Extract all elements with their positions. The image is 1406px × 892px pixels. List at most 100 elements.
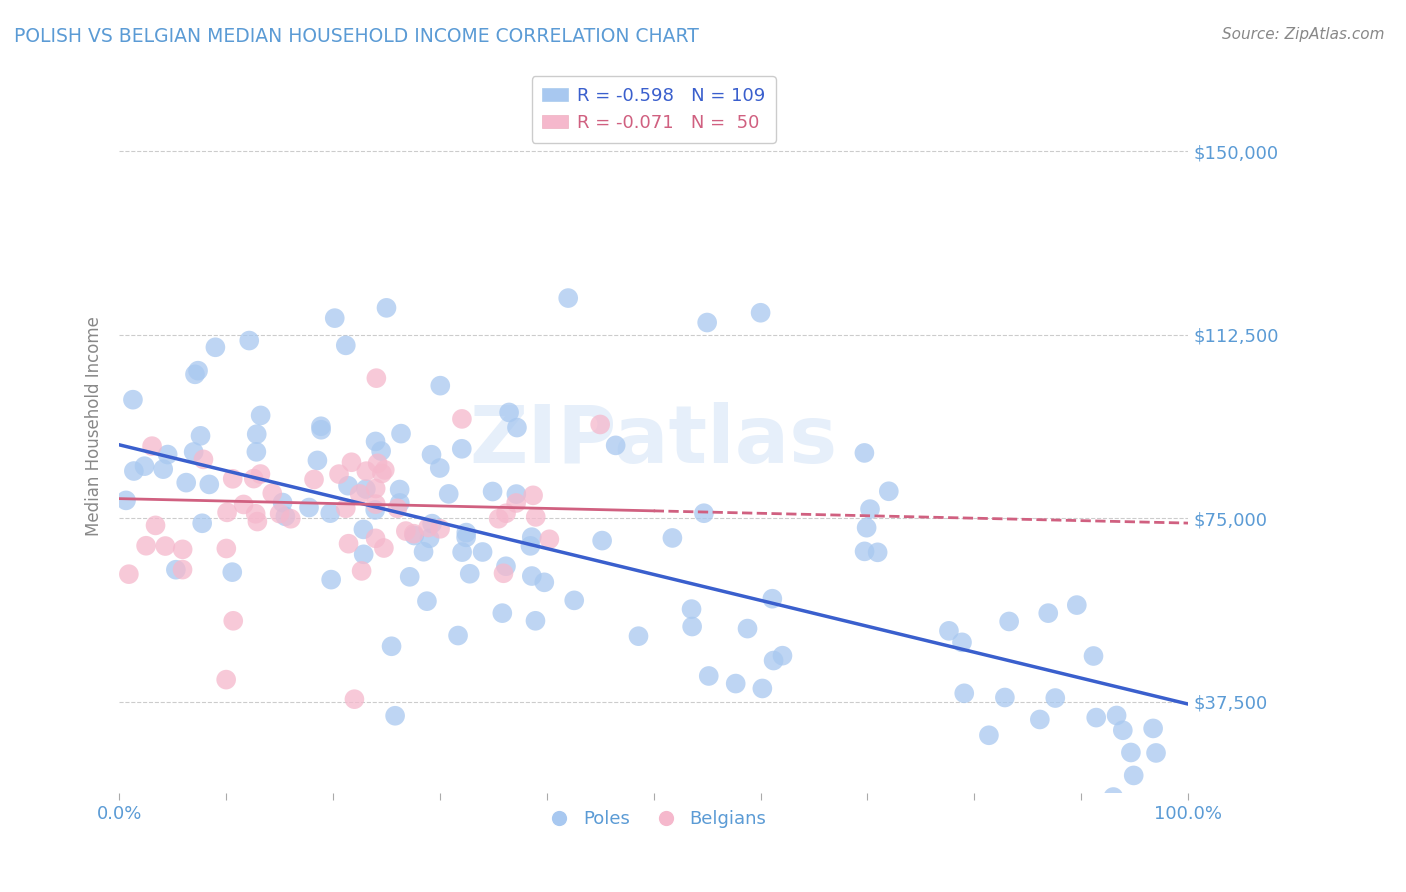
Point [737,622,759,636]
Point [187,364,209,378]
Point [506,420,529,434]
Point [364,532,387,546]
Point [1112,723,1135,738]
Point [343,692,366,706]
Point [1083,648,1105,663]
Point [364,503,387,517]
Point [222,614,245,628]
Point [762,654,785,668]
Point [1029,713,1052,727]
Point [557,291,579,305]
Point [772,648,794,663]
Point [522,488,544,502]
Point [1066,598,1088,612]
Point [388,483,411,497]
Point [215,673,238,687]
Point [335,338,357,352]
Point [627,629,650,643]
Point [221,565,243,579]
Point [1122,768,1144,782]
Point [246,515,269,529]
Point [591,533,613,548]
Point [238,334,260,348]
Point [538,533,561,547]
Point [853,446,876,460]
Point [141,439,163,453]
Point [605,438,627,452]
Point [204,340,226,354]
Point [395,524,418,538]
Point [938,624,960,638]
Point [498,405,520,419]
Point [505,496,527,510]
Point [269,507,291,521]
Point [172,563,194,577]
Point [751,681,773,696]
Point [853,544,876,558]
Point [215,541,238,556]
Point [134,459,156,474]
Point [693,506,716,520]
Point [524,509,547,524]
Point [481,484,503,499]
Point [280,512,302,526]
Point [402,526,425,541]
Point [661,531,683,545]
Point [274,509,297,524]
Point [488,512,510,526]
Point [298,500,321,515]
Point [398,570,420,584]
Point [589,417,612,432]
Point [950,635,973,649]
Point [172,542,194,557]
Point [380,640,402,654]
Point [1144,746,1167,760]
Point [495,559,517,574]
Point [184,368,207,382]
Point [371,467,394,481]
Text: ZIPatlas: ZIPatlas [470,402,838,480]
Point [429,461,451,475]
Point [761,591,783,606]
Point [349,487,371,501]
Point [335,501,357,516]
Point [174,475,197,490]
Point [122,464,145,478]
Point [245,445,267,459]
Point [520,569,543,583]
Point [328,467,350,481]
Point [447,628,470,642]
Point [451,545,474,559]
Point [450,442,472,456]
Point [307,453,329,467]
Point [375,301,398,315]
Point [249,467,271,481]
Point [367,456,389,470]
Point [387,501,409,516]
Point [190,429,212,443]
Point [155,539,177,553]
Point [319,506,342,520]
Point [456,530,478,544]
Point [374,463,396,477]
Point [249,409,271,423]
Point [519,539,541,553]
Point [495,506,517,520]
Point [877,484,900,499]
Point [183,445,205,459]
Point [356,464,378,478]
Point [562,593,585,607]
Point [418,520,440,534]
Point [696,316,718,330]
Point [156,448,179,462]
Point [412,545,434,559]
Point [1085,710,1108,724]
Point [243,472,266,486]
Point [337,479,360,493]
Point [215,505,238,519]
Point [998,615,1021,629]
Point [245,507,267,521]
Text: Source: ZipAtlas.com: Source: ZipAtlas.com [1222,27,1385,42]
Point [145,518,167,533]
Point [353,547,375,561]
